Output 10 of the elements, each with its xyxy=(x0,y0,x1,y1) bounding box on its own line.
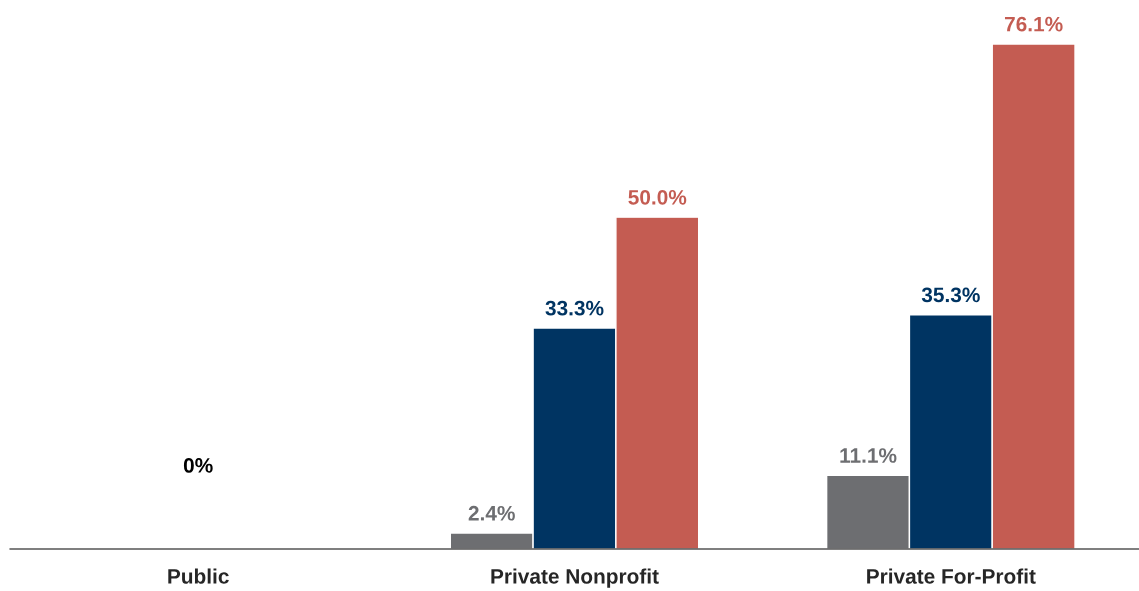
data-label: 2.4% xyxy=(468,505,515,521)
data-label: 76.1% xyxy=(1004,16,1063,32)
data-label: 35.3% xyxy=(921,287,980,303)
data-label: 33.3% xyxy=(545,300,604,316)
data-label: 11.1% xyxy=(840,448,897,463)
x-tick-label: Private Nonprofit xyxy=(491,568,659,588)
annotation: 0% xyxy=(183,458,213,473)
data-label: 50.0% xyxy=(628,189,687,205)
x-tick-label: Public xyxy=(168,568,229,584)
x-tick-label: Private For-Profit xyxy=(867,568,1036,584)
